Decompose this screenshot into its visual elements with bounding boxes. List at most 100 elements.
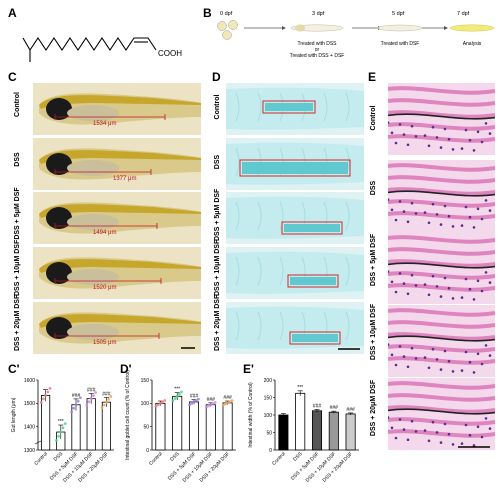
bar-4: [222, 402, 233, 451]
panel-label-b: B: [203, 6, 212, 20]
data-point: [161, 400, 164, 404]
panel-label-c: C: [8, 70, 17, 84]
data-point: [213, 401, 217, 404]
row-label-d-4: DSS + 20μM DSF: [214, 294, 221, 351]
chart-intestinal-width: Intestinal width (% of Control) 0 50 100 150…: [248, 378, 359, 484]
x-tick-label-1: DSS: [53, 451, 65, 463]
significance-label-2: ###: [190, 394, 199, 400]
data-point: [72, 406, 76, 410]
step-or: or: [315, 47, 320, 53]
row-label-c-0: Control: [14, 92, 21, 117]
data-point: [59, 430, 63, 434]
panel-label-d: D: [212, 70, 221, 84]
axis-break: [34, 440, 42, 445]
row-label-c-1: DSS: [14, 152, 21, 167]
data-point: [211, 402, 215, 406]
y-tick-label: 150: [264, 395, 273, 401]
data-point: [74, 403, 78, 407]
alcian-photo-0: [226, 83, 364, 135]
chart-goblet-count: Intestinal goblet cell count (% of Contr…: [125, 370, 236, 484]
significance-label-2: ###: [72, 393, 81, 399]
data-point: [42, 397, 45, 401]
x-tick-label-0: Control: [33, 451, 49, 467]
y-tick-label: 100: [141, 401, 150, 407]
bar-2: [188, 401, 200, 451]
data-point: [156, 403, 160, 407]
data-point: [224, 402, 227, 406]
data-point: [194, 399, 198, 402]
significance-label-1: ***: [297, 385, 303, 391]
y-tick-label: 0: [146, 448, 149, 454]
significance-label-4: ###: [346, 407, 355, 413]
histology-photo-0: [388, 83, 495, 155]
alcian-photo-2: [226, 192, 364, 244]
roi-box: [287, 274, 339, 288]
panel-label-d-prime: D': [120, 362, 132, 376]
fish-photo-0: 1534 μm: [33, 83, 201, 135]
bar-0: [155, 402, 166, 451]
data-point: [173, 397, 177, 400]
x-tick-label-1: DSS: [169, 451, 181, 463]
data-point: [107, 397, 110, 401]
x-tick-label-0: Control: [271, 451, 287, 467]
bar-0: [41, 394, 51, 451]
y-tick-label: 200: [264, 378, 273, 384]
timeline-0dpf: 0 dpf: [220, 11, 233, 17]
timeline-7dpf: 7 dpf: [457, 11, 470, 17]
panel-label-e-prime: E': [243, 362, 254, 376]
fish-photo-1: 1377 μm: [33, 138, 201, 190]
cooh-group: COOH: [158, 49, 182, 58]
data-point: [63, 422, 67, 426]
measurement-label-1: 1377 μm: [113, 176, 136, 182]
timeline-5dpf: 5 dpf: [392, 11, 405, 17]
data-point: [192, 400, 196, 404]
roi-box: [262, 100, 316, 114]
alcian-photo-4: [226, 302, 364, 354]
measurement-label-3: 1520 μm: [93, 285, 116, 291]
bar-0: [278, 414, 289, 451]
data-point: [100, 406, 104, 410]
row-label-e-3: DSS + 10μM DSF: [370, 303, 377, 361]
data-point: [94, 391, 97, 394]
fish-photo-3: 1520 μm: [33, 247, 201, 299]
data-point: [175, 394, 179, 398]
significance-label-4: ###: [102, 392, 111, 398]
data-point: [87, 400, 91, 404]
step-analysis: Analysis: [463, 41, 482, 47]
row-label-d-2: DSS + 5μM DSF: [214, 188, 221, 241]
measurement-label-0: 1534 μm: [93, 121, 116, 127]
roi-box: [239, 159, 351, 177]
data-point: [171, 399, 175, 403]
x-tick-label-4: DSS + 20μM DSF: [198, 451, 231, 484]
row-label-e-2: DSS + 5μM DSF: [370, 233, 377, 287]
data-point: [61, 426, 65, 430]
histology-photo-3: [388, 305, 495, 377]
data-point: [228, 400, 232, 404]
data-point: [39, 401, 43, 404]
y-tick-label: 50: [266, 430, 272, 436]
significance-label-1: ***: [58, 419, 64, 425]
bar-4: [345, 413, 356, 451]
data-point: [154, 404, 158, 408]
data-point: [44, 394, 47, 397]
fish-photo-2: 1494 μm: [33, 192, 201, 244]
y-tick-label: 1300: [24, 448, 35, 454]
data-point: [221, 403, 225, 407]
significance-label-1: ***: [174, 387, 180, 393]
data-point: [85, 403, 89, 407]
step-dss: Treated with DSS: [298, 41, 338, 47]
roi-box: [289, 331, 341, 345]
data-point: [57, 434, 60, 438]
y-tick-label: 1600: [24, 378, 35, 384]
row-label-e-1: DSS: [370, 180, 377, 196]
y-axis-label: Intestinal goblet cell count (% of Contr…: [125, 370, 131, 460]
y-axis-label: Gut length (μm): [11, 397, 17, 432]
row-label-e-0: Control: [370, 105, 377, 131]
data-point: [230, 399, 234, 403]
y-axis-label: Intestinal width (% of Control): [248, 382, 254, 448]
step-dss-dsf: Treated with DSS + DSF: [290, 53, 345, 59]
roi-box: [281, 221, 343, 235]
bar-2: [71, 404, 81, 451]
data-point: [190, 401, 194, 405]
molecule-structure: COOH: [22, 37, 182, 62]
